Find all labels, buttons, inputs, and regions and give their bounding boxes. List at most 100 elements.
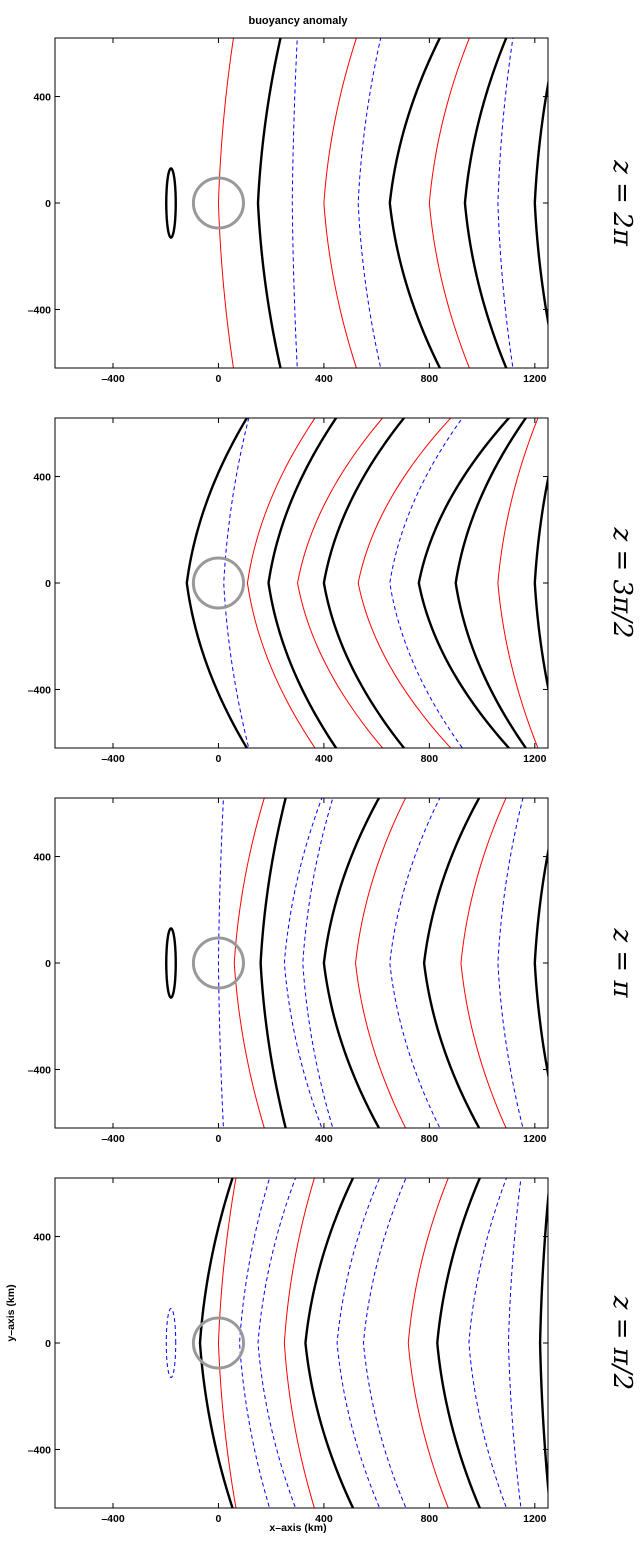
- contour-lines-group: [165, 798, 548, 1128]
- y-tick-label: 0: [45, 958, 51, 970]
- source-circle-marker: [191, 936, 245, 990]
- y-axis-label: y–axis (km): [5, 1284, 17, 1341]
- plot-area-background: [55, 38, 548, 368]
- contour-pos: [460, 798, 507, 1128]
- x-tick-label: 400: [315, 753, 333, 765]
- contour-zero: [259, 798, 287, 1128]
- x-tick-label: –400: [101, 753, 125, 765]
- contour-neg: [389, 798, 441, 1128]
- contour-neg: [291, 38, 298, 368]
- x-tick-label: 0: [216, 1133, 222, 1145]
- y-tick-label: –400: [28, 684, 52, 696]
- contour-neg: [507, 1178, 522, 1508]
- x-tick-label: 1200: [523, 753, 547, 765]
- x-tick-label: 0: [216, 1513, 222, 1525]
- y-tick-label: 0: [45, 1338, 51, 1350]
- contour-zero: [267, 418, 338, 748]
- contour-zero: [533, 78, 548, 328]
- contour-zero: [165, 167, 177, 239]
- contour-zero: [185, 418, 249, 748]
- x-tick-label: –400: [101, 373, 125, 385]
- y-tick-label: 0: [45, 198, 51, 210]
- contour-neg: [283, 798, 323, 1128]
- contour-neg: [468, 1178, 507, 1508]
- source-circle-marker: [191, 176, 245, 230]
- contour-neg: [257, 1178, 297, 1508]
- contour-zero: [198, 1178, 234, 1508]
- x-tick-label: 1200: [523, 1133, 547, 1145]
- contour-lines-group: [165, 1178, 548, 1508]
- panel-2: –400 0 400 800 1200 –400 0 400 z = 3π/2: [28, 417, 637, 765]
- panel-1: –400 0 400 800 1200 –400 0 400 z = 2π: [28, 37, 637, 385]
- contour-zero: [304, 1178, 355, 1508]
- y-tick-label: 400: [33, 472, 51, 484]
- contour-neg: [357, 38, 382, 368]
- panel-level-label: z = π: [607, 927, 637, 998]
- contour-neg: [165, 1307, 177, 1379]
- plot-area-background: [55, 798, 548, 1128]
- plot-area-background: [55, 418, 548, 748]
- x-tick-label: 800: [421, 1133, 439, 1145]
- contour-pos: [283, 1178, 315, 1508]
- contour-zero: [322, 798, 381, 1128]
- contour-neg: [336, 1178, 381, 1508]
- y-tick-label: 400: [33, 1232, 51, 1244]
- x-axis-label: x–axis (km): [269, 1522, 326, 1534]
- figure-title: buoyancy anomaly: [248, 15, 348, 27]
- source-circle-marker: [191, 1316, 245, 1370]
- contour-pos: [323, 38, 357, 368]
- contour-lines-group: [165, 38, 548, 368]
- x-tick-label: 400: [315, 1133, 333, 1145]
- y-tick-label: 0: [45, 578, 51, 590]
- contour-zero: [436, 1178, 482, 1508]
- contour-zero: [538, 1187, 548, 1499]
- x-tick-label: 400: [315, 373, 333, 385]
- x-tick-label: 0: [216, 753, 222, 765]
- panel-level-label: z = 2π: [607, 159, 637, 247]
- y-tick-label: –400: [28, 1444, 52, 1456]
- x-tick-label: 0: [216, 373, 222, 385]
- contour-neg: [389, 418, 464, 748]
- contour-zero: [165, 927, 177, 999]
- contour-pos: [407, 1178, 449, 1508]
- contour-pos: [355, 798, 407, 1128]
- x-tick-label: –400: [101, 1513, 125, 1525]
- x-tick-label: 800: [421, 373, 439, 385]
- x-tick-label: –400: [101, 1133, 125, 1145]
- contour-zero: [388, 38, 442, 368]
- x-tick-label: 400: [315, 1513, 333, 1525]
- contour-zero: [533, 473, 548, 693]
- contour-zero: [417, 418, 511, 748]
- panel-level-label: z = π/2: [607, 1295, 637, 1390]
- contour-zero: [422, 798, 481, 1128]
- y-tick-label: 400: [33, 852, 51, 864]
- y-tick-label: –400: [28, 304, 52, 316]
- contour-neg: [223, 418, 250, 748]
- x-tick-label: 800: [421, 1513, 439, 1525]
- contour-zero: [454, 418, 528, 748]
- contour-lines-group: [185, 418, 548, 748]
- contour-neg: [497, 798, 524, 1128]
- panel-3: –400 0 400 800 1200 –400 0 400 z = π: [28, 797, 637, 1145]
- contour-zero: [256, 38, 282, 368]
- contour-zero: [322, 418, 406, 748]
- x-tick-label: 1200: [523, 373, 547, 385]
- source-circle-marker: [191, 556, 245, 610]
- contour-pos: [233, 798, 265, 1128]
- panel-4: –400 0 400 800 1200 –400 0 400 z = π/2: [28, 1177, 637, 1525]
- contour-pos: [297, 418, 384, 748]
- panels-group: –400 0 400 800 1200 –400 0 400 z = 2π –400 0 400 800…: [28, 37, 637, 1525]
- x-tick-label: 1200: [523, 1513, 547, 1525]
- y-tick-label: –400: [28, 1064, 52, 1076]
- x-tick-label: 800: [421, 753, 439, 765]
- contour-pos: [217, 1178, 237, 1508]
- contour-pos: [217, 38, 234, 368]
- contour-pos: [497, 418, 539, 748]
- contour-neg: [497, 38, 514, 368]
- contour-zero: [463, 38, 508, 368]
- contour-neg: [217, 798, 224, 1128]
- contour-neg: [302, 798, 334, 1128]
- contour-zero: [533, 846, 548, 1080]
- y-tick-label: 400: [33, 92, 51, 104]
